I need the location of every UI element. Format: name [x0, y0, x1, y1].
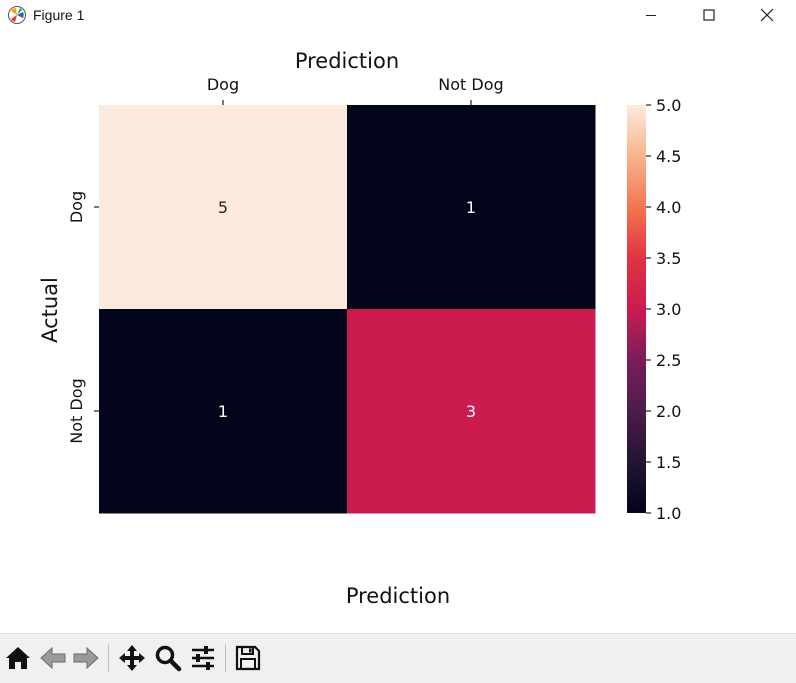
window-title: Figure 1: [33, 7, 85, 23]
heatmap-cell: [99, 105, 348, 310]
colorbar-tick-label: 1.5: [656, 453, 681, 472]
subplots-button[interactable]: [187, 642, 219, 674]
x-axis-label: Prediction: [346, 584, 450, 608]
colorbar-tick-label: 4.0: [656, 198, 681, 217]
minimize-button[interactable]: [622, 0, 680, 30]
pan-button[interactable]: [116, 642, 148, 674]
x-tick-label: Dog: [207, 75, 239, 94]
cell-annotation: 3: [466, 402, 476, 421]
back-button[interactable]: [37, 642, 69, 674]
cell-annotation: 5: [218, 198, 228, 217]
y-tick-label: Not Dog: [67, 378, 86, 443]
heatmap-cell: [99, 309, 348, 514]
floppy-disk-icon: [235, 645, 261, 671]
maximize-button[interactable]: [680, 0, 738, 30]
colorbar-tick-label: 2.5: [656, 351, 681, 370]
maximize-icon: [703, 9, 715, 21]
save-button[interactable]: [232, 642, 264, 674]
magnifier-icon: [155, 645, 182, 672]
chart-title: Prediction: [295, 49, 399, 73]
colorbar-tick-label: 3.0: [656, 300, 681, 319]
navigation-toolbar: [0, 633, 796, 683]
heatmap-cell: [347, 309, 596, 514]
colorbar-tick-label: 2.0: [656, 402, 681, 421]
heatmap-cell: [347, 105, 596, 310]
toolbar-separator: [108, 644, 109, 672]
toolbar-separator: [225, 644, 226, 672]
x-tick-label: Not Dog: [438, 75, 503, 94]
cell-annotation: 1: [466, 198, 476, 217]
y-axis-label: Actual: [38, 277, 62, 343]
window-titlebar: Figure 1: [0, 0, 796, 32]
home-button[interactable]: [2, 642, 34, 674]
y-tick-label: Dog: [67, 191, 86, 223]
arrow-right-icon: [73, 646, 99, 670]
zoom-button[interactable]: [152, 642, 184, 674]
home-icon: [6, 647, 30, 669]
colorbar-tick-label: 4.5: [656, 147, 681, 166]
colorbar: [627, 105, 646, 513]
colorbar-tick-label: 1.0: [656, 504, 681, 523]
forward-button[interactable]: [70, 642, 102, 674]
arrow-left-icon: [40, 646, 66, 670]
minimize-icon: [646, 15, 656, 16]
close-button[interactable]: [738, 0, 796, 30]
cell-annotation: 1: [218, 402, 228, 421]
sliders-icon: [192, 646, 214, 670]
matplotlib-logo-icon: [8, 6, 26, 24]
colorbar-tick-label: 3.5: [656, 249, 681, 268]
figure-canvas[interactable]: 5 1 1 3 Dog Not Dog Dog Not Dog Prediction Pre…: [0, 32, 796, 633]
close-icon: [760, 8, 774, 22]
colorbar-tick-label: 5.0: [656, 96, 681, 115]
confusion-matrix-heatmap: 5 1 1 3 Dog Not Dog Dog Not Dog Prediction Pre…: [38, 49, 681, 608]
move-icon: [119, 645, 145, 671]
